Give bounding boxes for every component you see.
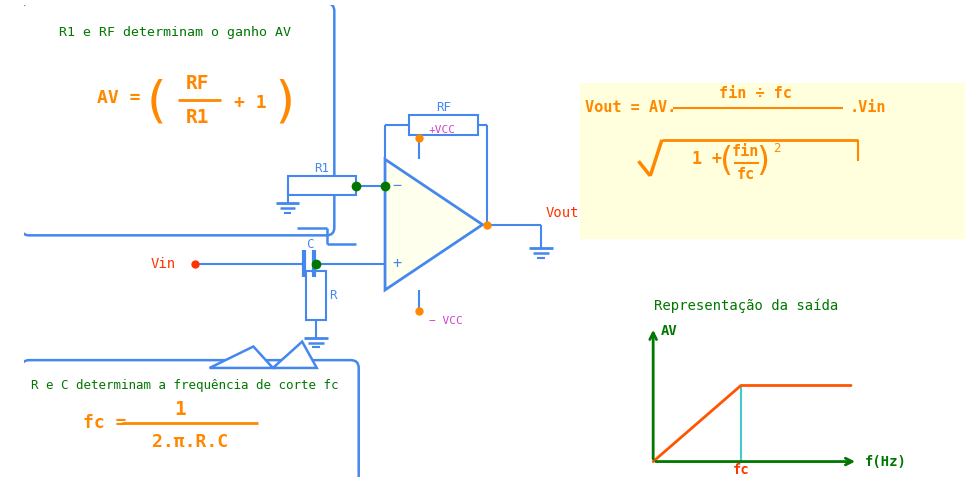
Polygon shape <box>210 347 273 368</box>
Text: AV: AV <box>661 324 677 338</box>
Text: R: R <box>330 289 337 302</box>
Text: fc: fc <box>737 167 755 182</box>
Text: 2.π.R.C: 2.π.R.C <box>152 433 228 451</box>
Text: + 1: + 1 <box>234 94 266 112</box>
Text: − VCC: − VCC <box>429 316 463 326</box>
Text: −: − <box>392 178 401 193</box>
FancyBboxPatch shape <box>21 360 359 484</box>
Polygon shape <box>385 159 482 290</box>
Bar <box>306 272 326 320</box>
Polygon shape <box>273 342 317 368</box>
Text: (: ( <box>716 145 737 178</box>
Text: .Vin: .Vin <box>850 100 886 115</box>
Text: C: C <box>306 238 314 251</box>
Text: ): ) <box>753 145 774 178</box>
Text: AV =: AV = <box>97 89 141 107</box>
Text: fin ÷ fc: fin ÷ fc <box>719 87 792 102</box>
Text: Vout: Vout <box>546 206 579 220</box>
Text: fin: fin <box>732 144 759 159</box>
FancyBboxPatch shape <box>21 3 334 235</box>
Text: (: ( <box>141 79 171 127</box>
Text: RF: RF <box>436 101 451 114</box>
Text: RF: RF <box>186 74 210 93</box>
Text: R1: R1 <box>314 162 330 175</box>
Text: f(Hz): f(Hz) <box>865 454 907 469</box>
Bar <box>580 83 965 239</box>
Bar <box>409 115 477 135</box>
Text: 1 +: 1 + <box>692 151 722 168</box>
Text: fc =: fc = <box>83 413 126 432</box>
Text: Vin: Vin <box>151 257 175 271</box>
Text: R1: R1 <box>186 108 210 127</box>
Text: +VCC: +VCC <box>429 125 456 135</box>
Bar <box>288 176 356 196</box>
Text: Representação da saída: Representação da saída <box>653 298 838 313</box>
Text: Vout = AV.: Vout = AV. <box>585 100 677 115</box>
Text: R1 e RF determinam o ganho AV: R1 e RF determinam o ganho AV <box>59 26 292 39</box>
Text: 2: 2 <box>774 142 781 155</box>
Text: +: + <box>392 256 401 271</box>
Text: 1: 1 <box>174 400 187 419</box>
Text: R e C determinam a frequência de corte fc: R e C determinam a frequência de corte f… <box>31 379 339 392</box>
Text: fc: fc <box>733 463 749 477</box>
Text: ): ) <box>270 79 300 127</box>
